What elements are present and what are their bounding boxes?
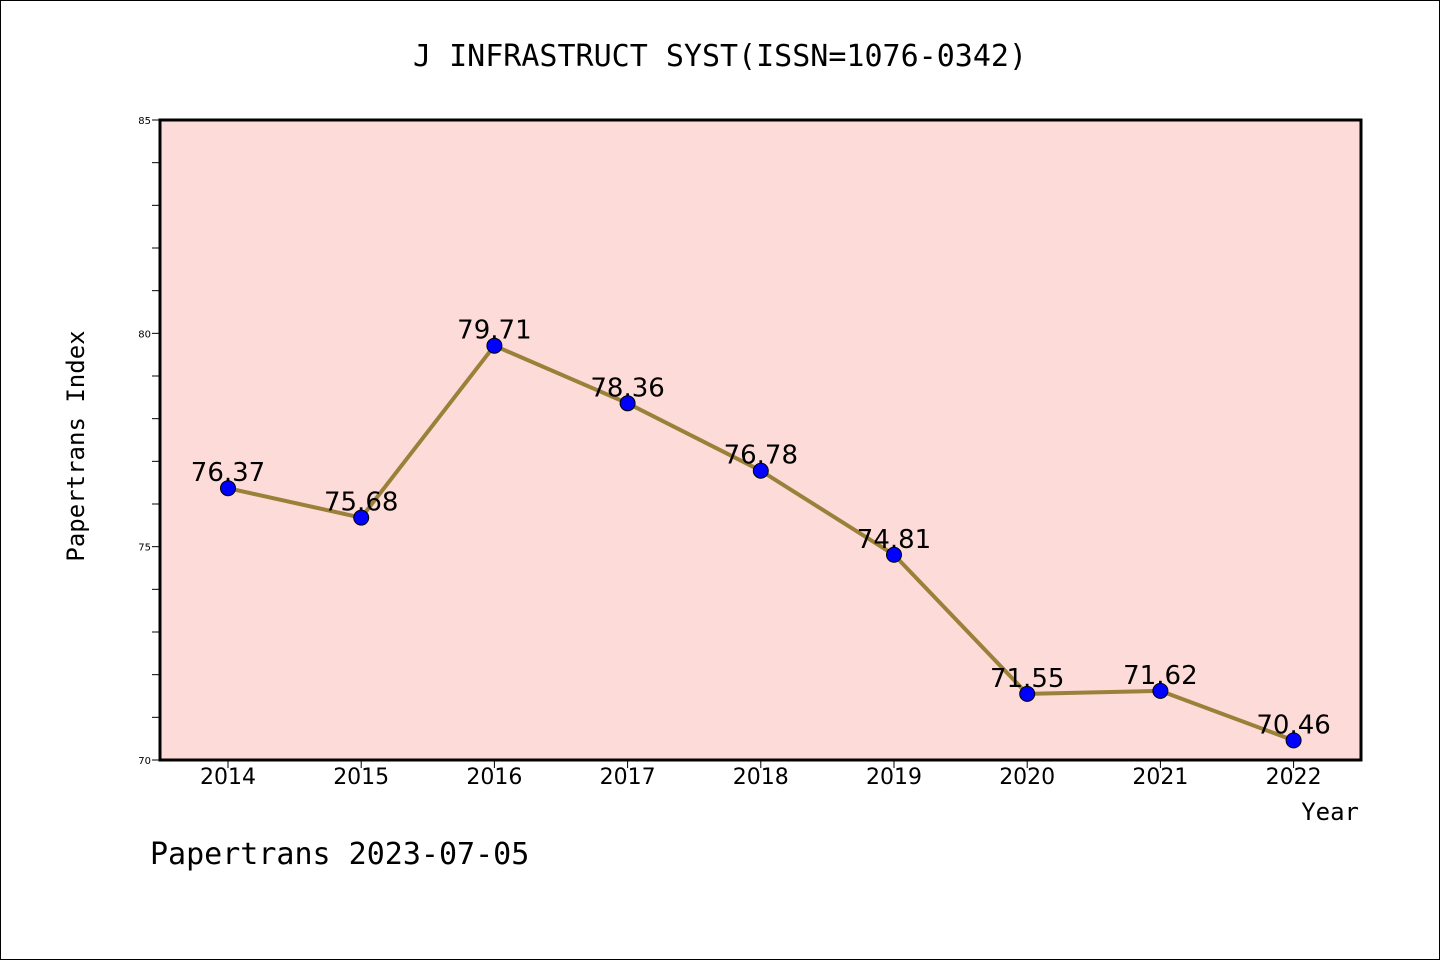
footer-date: Papertrans 2023-07-05: [150, 837, 529, 872]
data-point-marker: [1019, 685, 1036, 702]
y-tick-label: 70: [138, 756, 151, 767]
y-axis-label: Papertrans Index: [62, 330, 90, 561]
data-label: 71.62: [1123, 661, 1197, 691]
x-tick-label: 2015: [333, 765, 389, 790]
data-point-marker: [886, 546, 902, 563]
data-label: 76.78: [724, 441, 798, 471]
x-tick-label: 2018: [733, 765, 789, 790]
data-point-marker: [353, 509, 370, 526]
chart-title: J INFRASTRUCT SYST(ISSN=1076-0342): [413, 39, 1027, 74]
y-tick-label: 75: [138, 543, 151, 554]
data-label: 79.71: [457, 316, 531, 346]
data-point-marker: [1152, 682, 1169, 699]
x-axis-label: Year: [1301, 798, 1359, 826]
x-tick-label: 2019: [866, 765, 922, 790]
x-tick-label: 2016: [466, 765, 522, 790]
x-tick-label: 2017: [600, 765, 656, 790]
data-label: 75.68: [324, 488, 398, 518]
data-label: 74.81: [857, 525, 931, 555]
data-point-marker: [619, 395, 636, 412]
x-axis: 2014 2015 2016 2017 2018 2019 2020 2021 2022: [200, 760, 1322, 790]
y-tick-label: 85: [138, 116, 151, 127]
x-tick-label: 2020: [999, 765, 1055, 790]
data-labels: 76.37 75.68 79.71 78.36 76.78 74.81 71.55 71.62…: [191, 316, 1331, 741]
y-axis: 70 75 80 85: [138, 116, 160, 767]
data-point-marker: [752, 462, 769, 479]
data-point-marker: [220, 480, 236, 497]
y-tick-label: 80: [138, 329, 151, 340]
data-label: 76.37: [191, 458, 265, 488]
x-tick-label: 2022: [1266, 765, 1322, 790]
series-line: [220, 337, 1302, 749]
data-point-marker: [1285, 732, 1302, 749]
data-label: 71.55: [990, 664, 1064, 694]
data-label: 70.46: [1256, 710, 1330, 740]
x-tick-label: 2021: [1132, 765, 1188, 790]
x-tick-label: 2014: [200, 765, 256, 790]
data-label: 78.36: [590, 373, 664, 403]
data-point-marker: [486, 337, 503, 354]
plot-area: [158, 118, 1363, 762]
